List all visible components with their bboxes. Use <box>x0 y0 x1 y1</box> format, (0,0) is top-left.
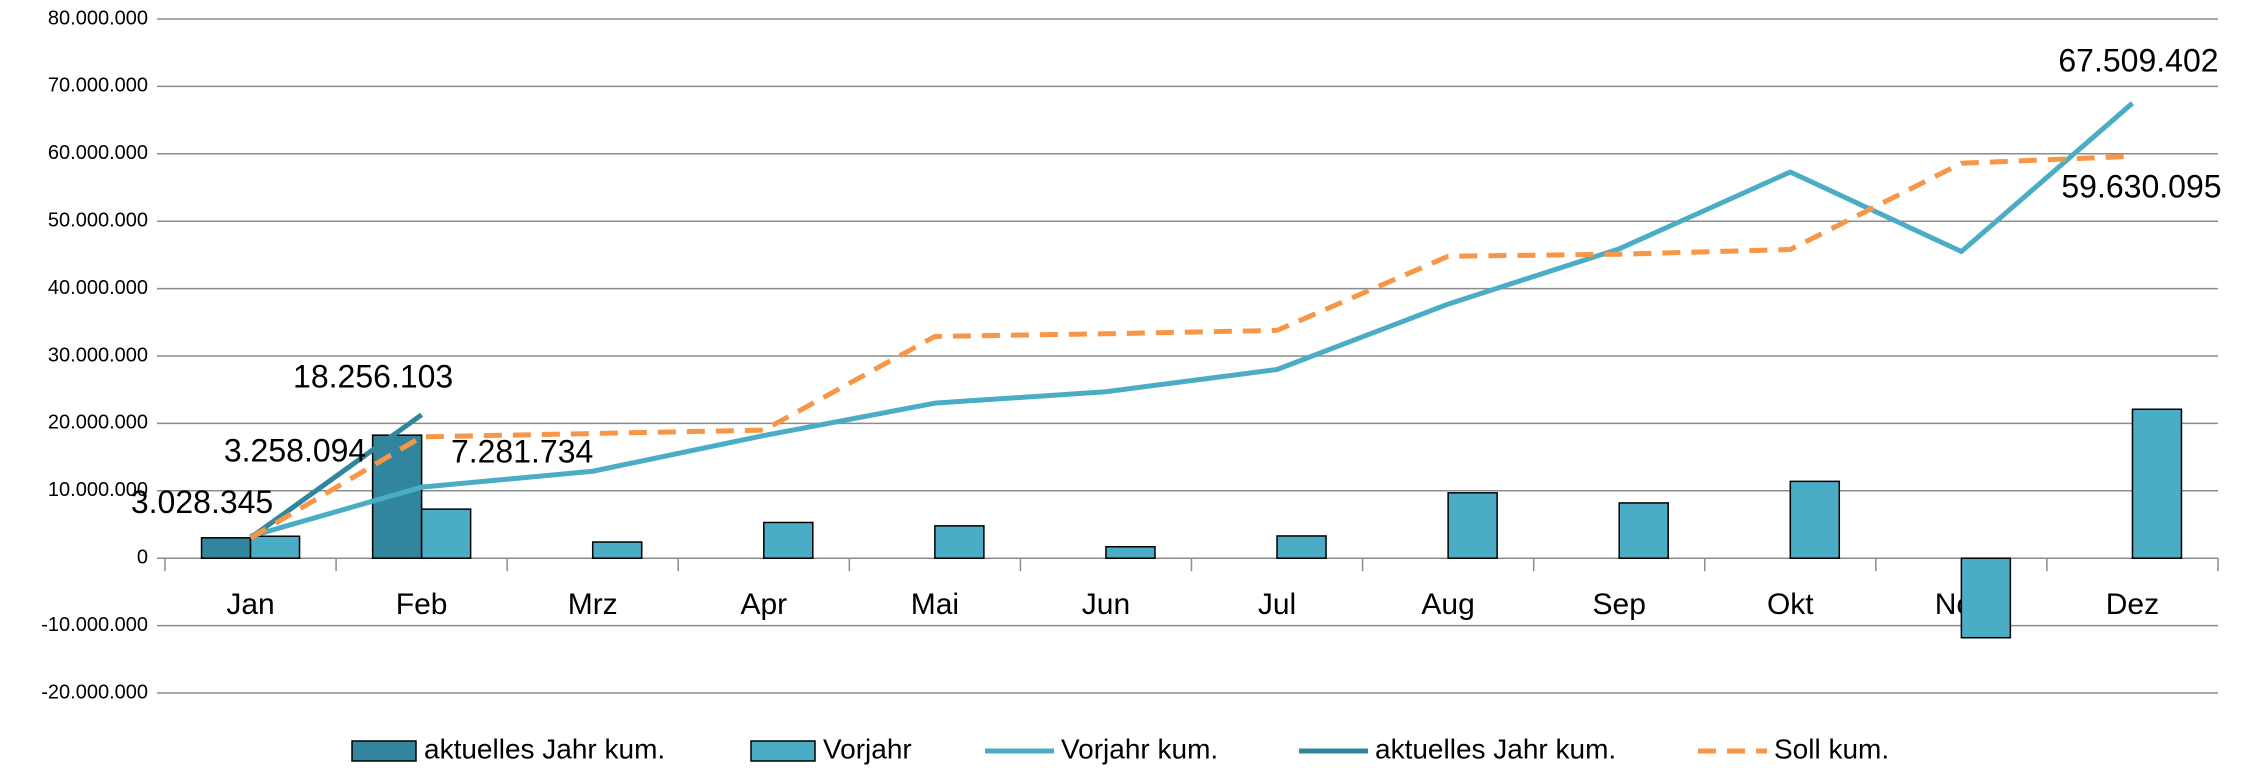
legend-label: Soll kum. <box>1774 733 1889 764</box>
y-tick-label: -10.000.000 <box>41 614 148 636</box>
line <box>249 153 2133 541</box>
bar <box>200 537 252 559</box>
x-tick-label: Sep <box>1593 588 1646 621</box>
bar <box>1789 480 1841 559</box>
y-tick-label: 0 <box>137 546 148 568</box>
y-tick-label: 80.000.000 <box>48 7 148 29</box>
bar <box>934 525 985 559</box>
y-tick-label: 50.000.000 <box>48 209 148 231</box>
y-tick-label: 70.000.000 <box>48 75 148 97</box>
x-tick-label: Jun <box>1082 588 1130 621</box>
legend-swatch <box>750 740 816 762</box>
y-tick-label: 10.000.000 <box>48 479 148 501</box>
legend-label: Vorjahr kum. <box>1061 733 1218 764</box>
bar <box>1276 535 1327 559</box>
line <box>249 101 2135 539</box>
bar <box>591 541 643 559</box>
legend-label: aktuelles Jahr kum. <box>1375 733 1616 764</box>
data-label: 3.258.094 <box>224 433 366 469</box>
x-tick-label: Mrz <box>568 588 618 621</box>
x-tick-label: Jul <box>1258 588 1296 621</box>
y-tick-label: -20.000.000 <box>41 681 148 703</box>
x-tick-label: Mai <box>911 588 959 621</box>
legend-swatch <box>351 740 417 762</box>
y-tick-label: 60.000.000 <box>48 142 148 164</box>
bar <box>1105 545 1156 559</box>
data-label: 7.281.734 <box>451 434 593 470</box>
y-tick-label: 40.000.000 <box>48 277 148 299</box>
line <box>249 412 424 540</box>
bar <box>763 521 814 559</box>
x-tick-label: Aug <box>1421 588 1474 621</box>
bar <box>1447 492 1498 559</box>
y-tick-label: 20.000.000 <box>48 412 148 434</box>
data-label: 67.509.402 <box>2058 43 2218 79</box>
x-tick-label: Apr <box>740 588 787 621</box>
x-tick-label: Okt <box>1767 588 1814 621</box>
legend-label: Vorjahr <box>823 733 912 764</box>
legend-label: aktuelles Jahr kum. <box>424 733 665 764</box>
bar <box>1960 557 2012 639</box>
x-tick-label: Dez <box>2106 588 2159 621</box>
bar <box>2131 408 2183 559</box>
data-label: 59.630.095 <box>2061 169 2221 205</box>
data-label: 3.028.345 <box>131 484 273 520</box>
data-label: 18.256.103 <box>293 359 453 395</box>
bar <box>1618 502 1669 559</box>
bar <box>420 508 472 559</box>
x-tick-label: Feb <box>396 588 448 621</box>
bar <box>249 535 301 559</box>
y-tick-label: 30.000.000 <box>48 344 148 366</box>
x-tick-label: Jan <box>226 588 274 621</box>
